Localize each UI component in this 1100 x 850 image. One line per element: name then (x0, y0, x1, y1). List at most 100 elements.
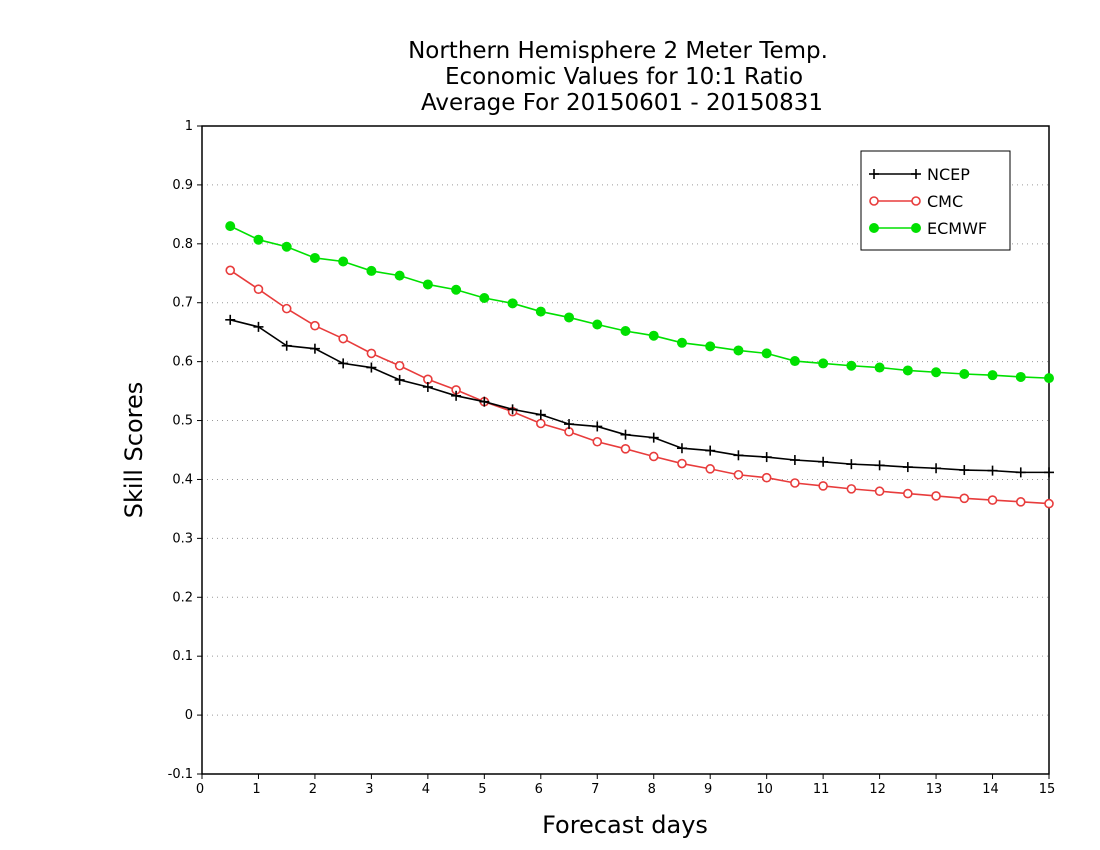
data-point-ecmwf (902, 365, 913, 376)
data-point-cmc (592, 436, 603, 447)
data-point-ncep (253, 321, 264, 332)
data-point-cmc (648, 451, 659, 462)
series-cmc (225, 265, 1054, 509)
series-layer (225, 221, 1054, 509)
x-tick-label: 8 (648, 782, 656, 797)
data-point-ecmwf (761, 348, 772, 359)
data-point-ecmwf (931, 367, 942, 378)
data-point-ncep (705, 445, 716, 456)
data-point-cmc (931, 491, 941, 501)
data-point-cmc (846, 484, 857, 494)
legend-items: NCEP CMC ECMWF (869, 165, 987, 238)
data-point-cmc (705, 464, 716, 474)
data-point-ncep (987, 465, 998, 476)
series-line-ncep (230, 319, 1049, 474)
data-point-ncep (931, 463, 942, 474)
data-point-ncep (422, 381, 433, 392)
data-point-ecmwf (705, 341, 716, 352)
chart-title: Northern Hemisphere 2 Meter Temp. Econom… (408, 38, 828, 116)
data-point-ecmwf (507, 298, 518, 309)
plot-frame (201, 125, 1050, 775)
data-point-ncep (479, 396, 490, 407)
series-ncep (225, 314, 1054, 478)
data-point-ncep (394, 374, 405, 385)
data-point-ncep (451, 390, 462, 401)
data-point-ecmwf (451, 284, 462, 295)
x-tick-label: 11 (813, 782, 830, 797)
data-point-cmc (366, 348, 377, 359)
data-point-cmc (790, 478, 800, 488)
legend-item-cmc: CMC (869, 192, 963, 211)
axis-ticks: -0.100.10.20.30.40.50.60.70.80.910 1 2 3 4 5 6… (168, 119, 1056, 797)
data-point-ncep (1015, 467, 1026, 478)
data-point-ecmwf (309, 252, 320, 263)
legend-label-cmc: CMC (927, 192, 963, 211)
data-point-ncep (648, 432, 659, 443)
data-point-ncep (309, 343, 320, 354)
data-point-ecmwf (1015, 371, 1026, 382)
data-point-ecmwf (338, 256, 349, 267)
data-point-ncep (535, 409, 546, 420)
data-point-ecmwf (564, 312, 575, 323)
data-point-cmc (620, 444, 631, 454)
data-point-ncep (902, 462, 913, 473)
data-point-ncep (761, 452, 772, 463)
data-point-ncep (338, 358, 349, 369)
legend-marker-cmc (911, 196, 921, 206)
data-point-cmc (338, 333, 348, 344)
data-point-ecmwf (620, 326, 631, 337)
legend-marker-ecmwf (869, 223, 879, 233)
x-tick-label: 14 (982, 782, 999, 797)
y-tick-label: 0.5 (172, 414, 193, 429)
x-axis-label: Forecast days (542, 811, 708, 839)
legend-marker-ncep (911, 169, 921, 179)
data-point-ecmwf (1044, 373, 1054, 384)
legend-item-ncep: NCEP (869, 165, 970, 184)
data-point-ncep (366, 362, 377, 373)
data-point-cmc (394, 360, 405, 371)
data-point-ecmwf (225, 221, 236, 232)
data-point-cmc (310, 320, 320, 331)
data-point-cmc (1044, 498, 1054, 509)
data-point-cmc (818, 481, 828, 491)
data-point-cmc (874, 486, 885, 497)
data-point-ncep (592, 421, 603, 432)
legend-marker-ncep (869, 169, 879, 179)
series-ecmwf (225, 221, 1054, 384)
y-tick-label: 0.4 (172, 472, 193, 487)
x-tick-label: 9 (704, 782, 712, 797)
data-point-ecmwf (479, 293, 490, 304)
data-point-ncep (281, 340, 292, 351)
data-point-ecmwf (592, 319, 603, 330)
data-point-ecmwf (535, 306, 546, 317)
data-point-ecmwf (874, 362, 885, 373)
data-point-ncep (1044, 467, 1054, 478)
y-tick-label: 0.2 (172, 590, 193, 605)
y-axis-label: Skill Scores (120, 382, 148, 519)
data-point-ncep (676, 443, 687, 454)
y-tick-label: 0.6 (172, 355, 193, 370)
data-point-cmc (987, 495, 998, 505)
data-point-ecmwf (789, 356, 800, 367)
data-point-ncep (846, 459, 857, 470)
data-point-cmc (677, 458, 687, 469)
data-point-ecmwf (733, 345, 744, 356)
data-point-cmc (535, 418, 546, 429)
y-tick-label: 0.8 (172, 237, 193, 252)
x-tick-label: 4 (422, 782, 430, 797)
data-point-cmc (761, 472, 772, 483)
data-point-ncep (874, 460, 885, 471)
x-tick-label: 1 (252, 782, 260, 797)
y-tick-label: 0.9 (172, 178, 193, 193)
data-point-ncep (620, 429, 631, 440)
data-point-ncep (789, 455, 800, 466)
data-point-ecmwf (394, 270, 405, 281)
data-point-cmc (733, 469, 744, 480)
x-tick-label: 15 (1039, 782, 1056, 797)
data-point-ecmwf (818, 358, 829, 369)
data-point-ncep (564, 419, 575, 430)
chart-title-line-3: Average For 20150601 - 20150831 (421, 90, 823, 116)
data-point-ecmwf (281, 241, 292, 252)
y-tick-label: 0.3 (172, 531, 193, 546)
data-point-ecmwf (846, 360, 857, 371)
